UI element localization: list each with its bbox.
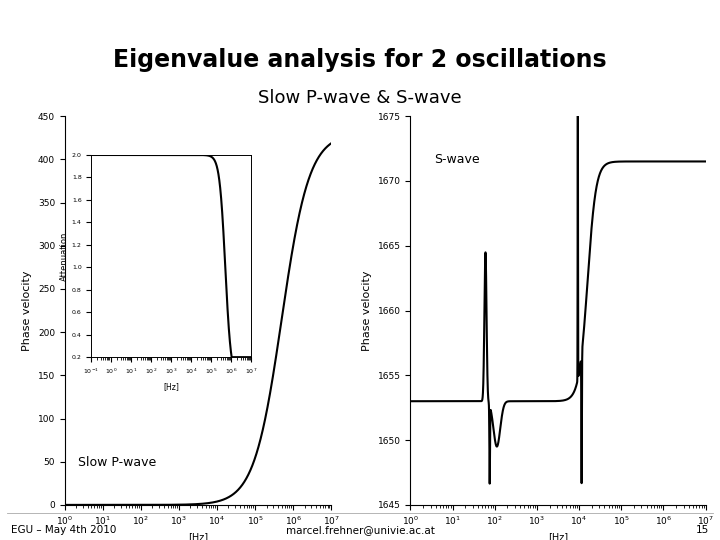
Text: marcel.frehner@univie.ac.at: marcel.frehner@univie.ac.at: [286, 524, 434, 535]
X-axis label: [Hz]: [Hz]: [188, 532, 208, 540]
Y-axis label: Phase velocity: Phase velocity: [362, 270, 372, 351]
Text: S-wave: S-wave: [434, 153, 480, 166]
X-axis label: [Hz]: [Hz]: [163, 382, 179, 391]
Text: Slow P-wave: Slow P-wave: [78, 456, 156, 469]
Text: 15: 15: [696, 524, 709, 535]
Y-axis label: Attenuation: Attenuation: [60, 231, 69, 281]
Y-axis label: Phase velocity: Phase velocity: [22, 270, 32, 351]
X-axis label: [Hz]: [Hz]: [548, 532, 568, 540]
Text: [6]   Dispersion and Attenuation: [6] Dispersion and Attenuation: [11, 18, 279, 32]
Text: Slow P-wave & S-wave: Slow P-wave & S-wave: [258, 89, 462, 107]
Text: EGU – May 4th 2010: EGU – May 4th 2010: [11, 524, 116, 535]
Text: Eigenvalue analysis for 2 oscillations: Eigenvalue analysis for 2 oscillations: [113, 48, 607, 72]
